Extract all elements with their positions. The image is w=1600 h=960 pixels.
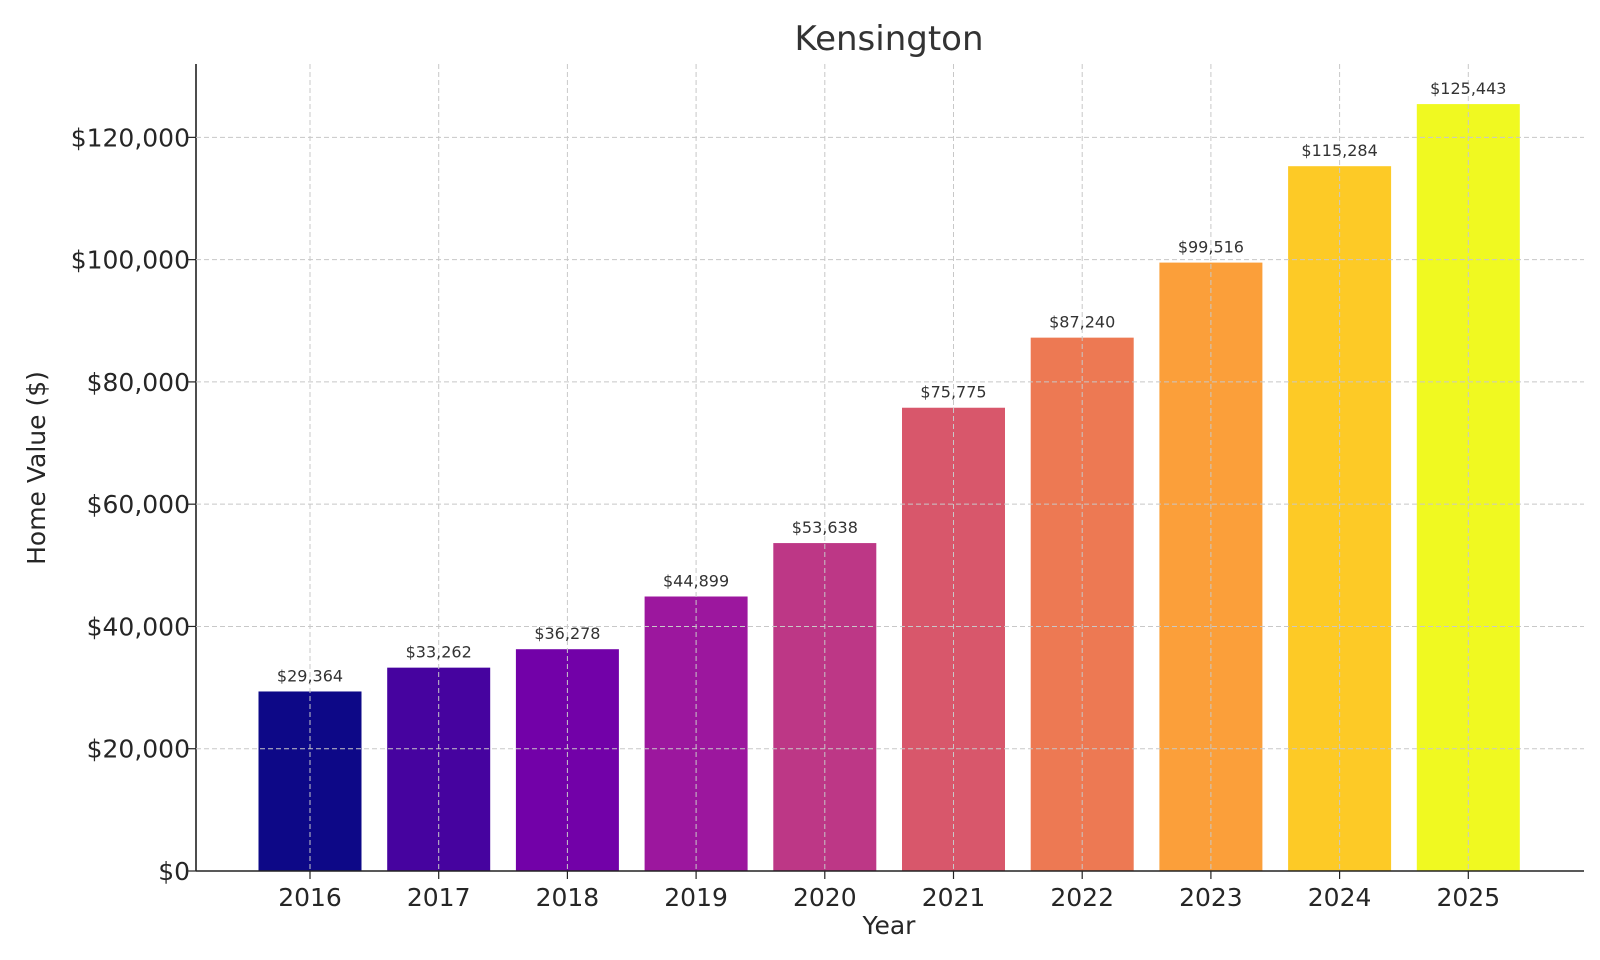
y-tick-label: $0 — [158, 857, 190, 886]
chart-title: Kensington — [794, 19, 983, 59]
data-label: $75,775 — [920, 383, 986, 402]
x-tick-label: 2019 — [664, 883, 728, 912]
grid — [196, 64, 1584, 871]
x-tick-label: 2016 — [278, 883, 342, 912]
bar — [644, 596, 748, 871]
x-tick-label: 2025 — [1436, 883, 1500, 912]
bars — [258, 104, 1520, 872]
data-label: $33,262 — [406, 643, 472, 662]
x-tick-label: 2017 — [407, 883, 471, 912]
y-tick-label: $60,000 — [87, 490, 190, 519]
data-label: $36,278 — [534, 624, 600, 643]
bar — [1288, 166, 1392, 871]
data-label: $99,516 — [1178, 238, 1244, 257]
x-tick-label: 2024 — [1308, 883, 1372, 912]
data-label: $44,899 — [663, 572, 729, 591]
data-label: $29,364 — [277, 666, 343, 685]
x-tick-label: 2021 — [922, 883, 986, 912]
y-tick-label: $80,000 — [87, 368, 190, 397]
y-tick-label: $100,000 — [71, 246, 190, 275]
bar — [1416, 104, 1520, 872]
y-tick-label: $40,000 — [87, 612, 190, 641]
data-labels: $29,364 $33,262 $36,278 $44,899 $53,638 $75,7… — [277, 79, 1507, 685]
data-label: $125,443 — [1430, 79, 1506, 98]
data-label: $115,284 — [1301, 141, 1377, 160]
data-label: $53,638 — [792, 518, 858, 537]
y-tick-label: $120,000 — [71, 123, 190, 152]
x-tick-label: 2023 — [1179, 883, 1243, 912]
data-label: $87,240 — [1049, 313, 1115, 332]
x-tick-label: 2020 — [793, 883, 857, 912]
axes: $0 $20,000 $40,000 $60,000 $80,000 $100,000 $1… — [71, 64, 1584, 912]
x-axis-label: Year — [862, 911, 917, 940]
y-tick-label: $20,000 — [87, 735, 190, 764]
x-tick-label: 2022 — [1050, 883, 1114, 912]
x-tick-label: 2018 — [536, 883, 600, 912]
y-axis-label: Home Value ($) — [22, 371, 51, 565]
